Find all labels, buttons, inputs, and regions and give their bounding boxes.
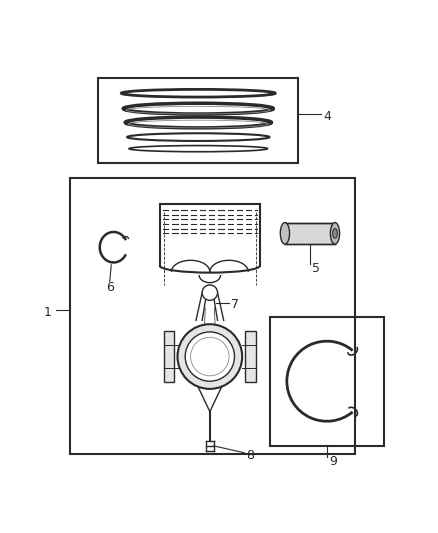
Text: 8: 8 bbox=[246, 449, 254, 462]
Bar bbox=[270, 317, 384, 446]
Circle shape bbox=[185, 332, 234, 381]
Bar bbox=[70, 178, 355, 454]
Circle shape bbox=[177, 324, 242, 389]
Ellipse shape bbox=[330, 223, 339, 244]
Bar bbox=[285, 223, 335, 244]
Text: 7: 7 bbox=[231, 298, 240, 311]
Text: 1: 1 bbox=[44, 306, 52, 319]
Ellipse shape bbox=[280, 223, 290, 244]
Text: 6: 6 bbox=[106, 280, 114, 294]
Ellipse shape bbox=[332, 229, 337, 238]
Text: 4: 4 bbox=[324, 110, 332, 123]
Bar bbox=[98, 78, 298, 163]
Bar bbox=[164, 330, 174, 383]
Bar bbox=[245, 330, 256, 383]
Text: 5: 5 bbox=[312, 262, 320, 274]
Text: 9: 9 bbox=[329, 455, 337, 468]
Circle shape bbox=[202, 285, 218, 301]
